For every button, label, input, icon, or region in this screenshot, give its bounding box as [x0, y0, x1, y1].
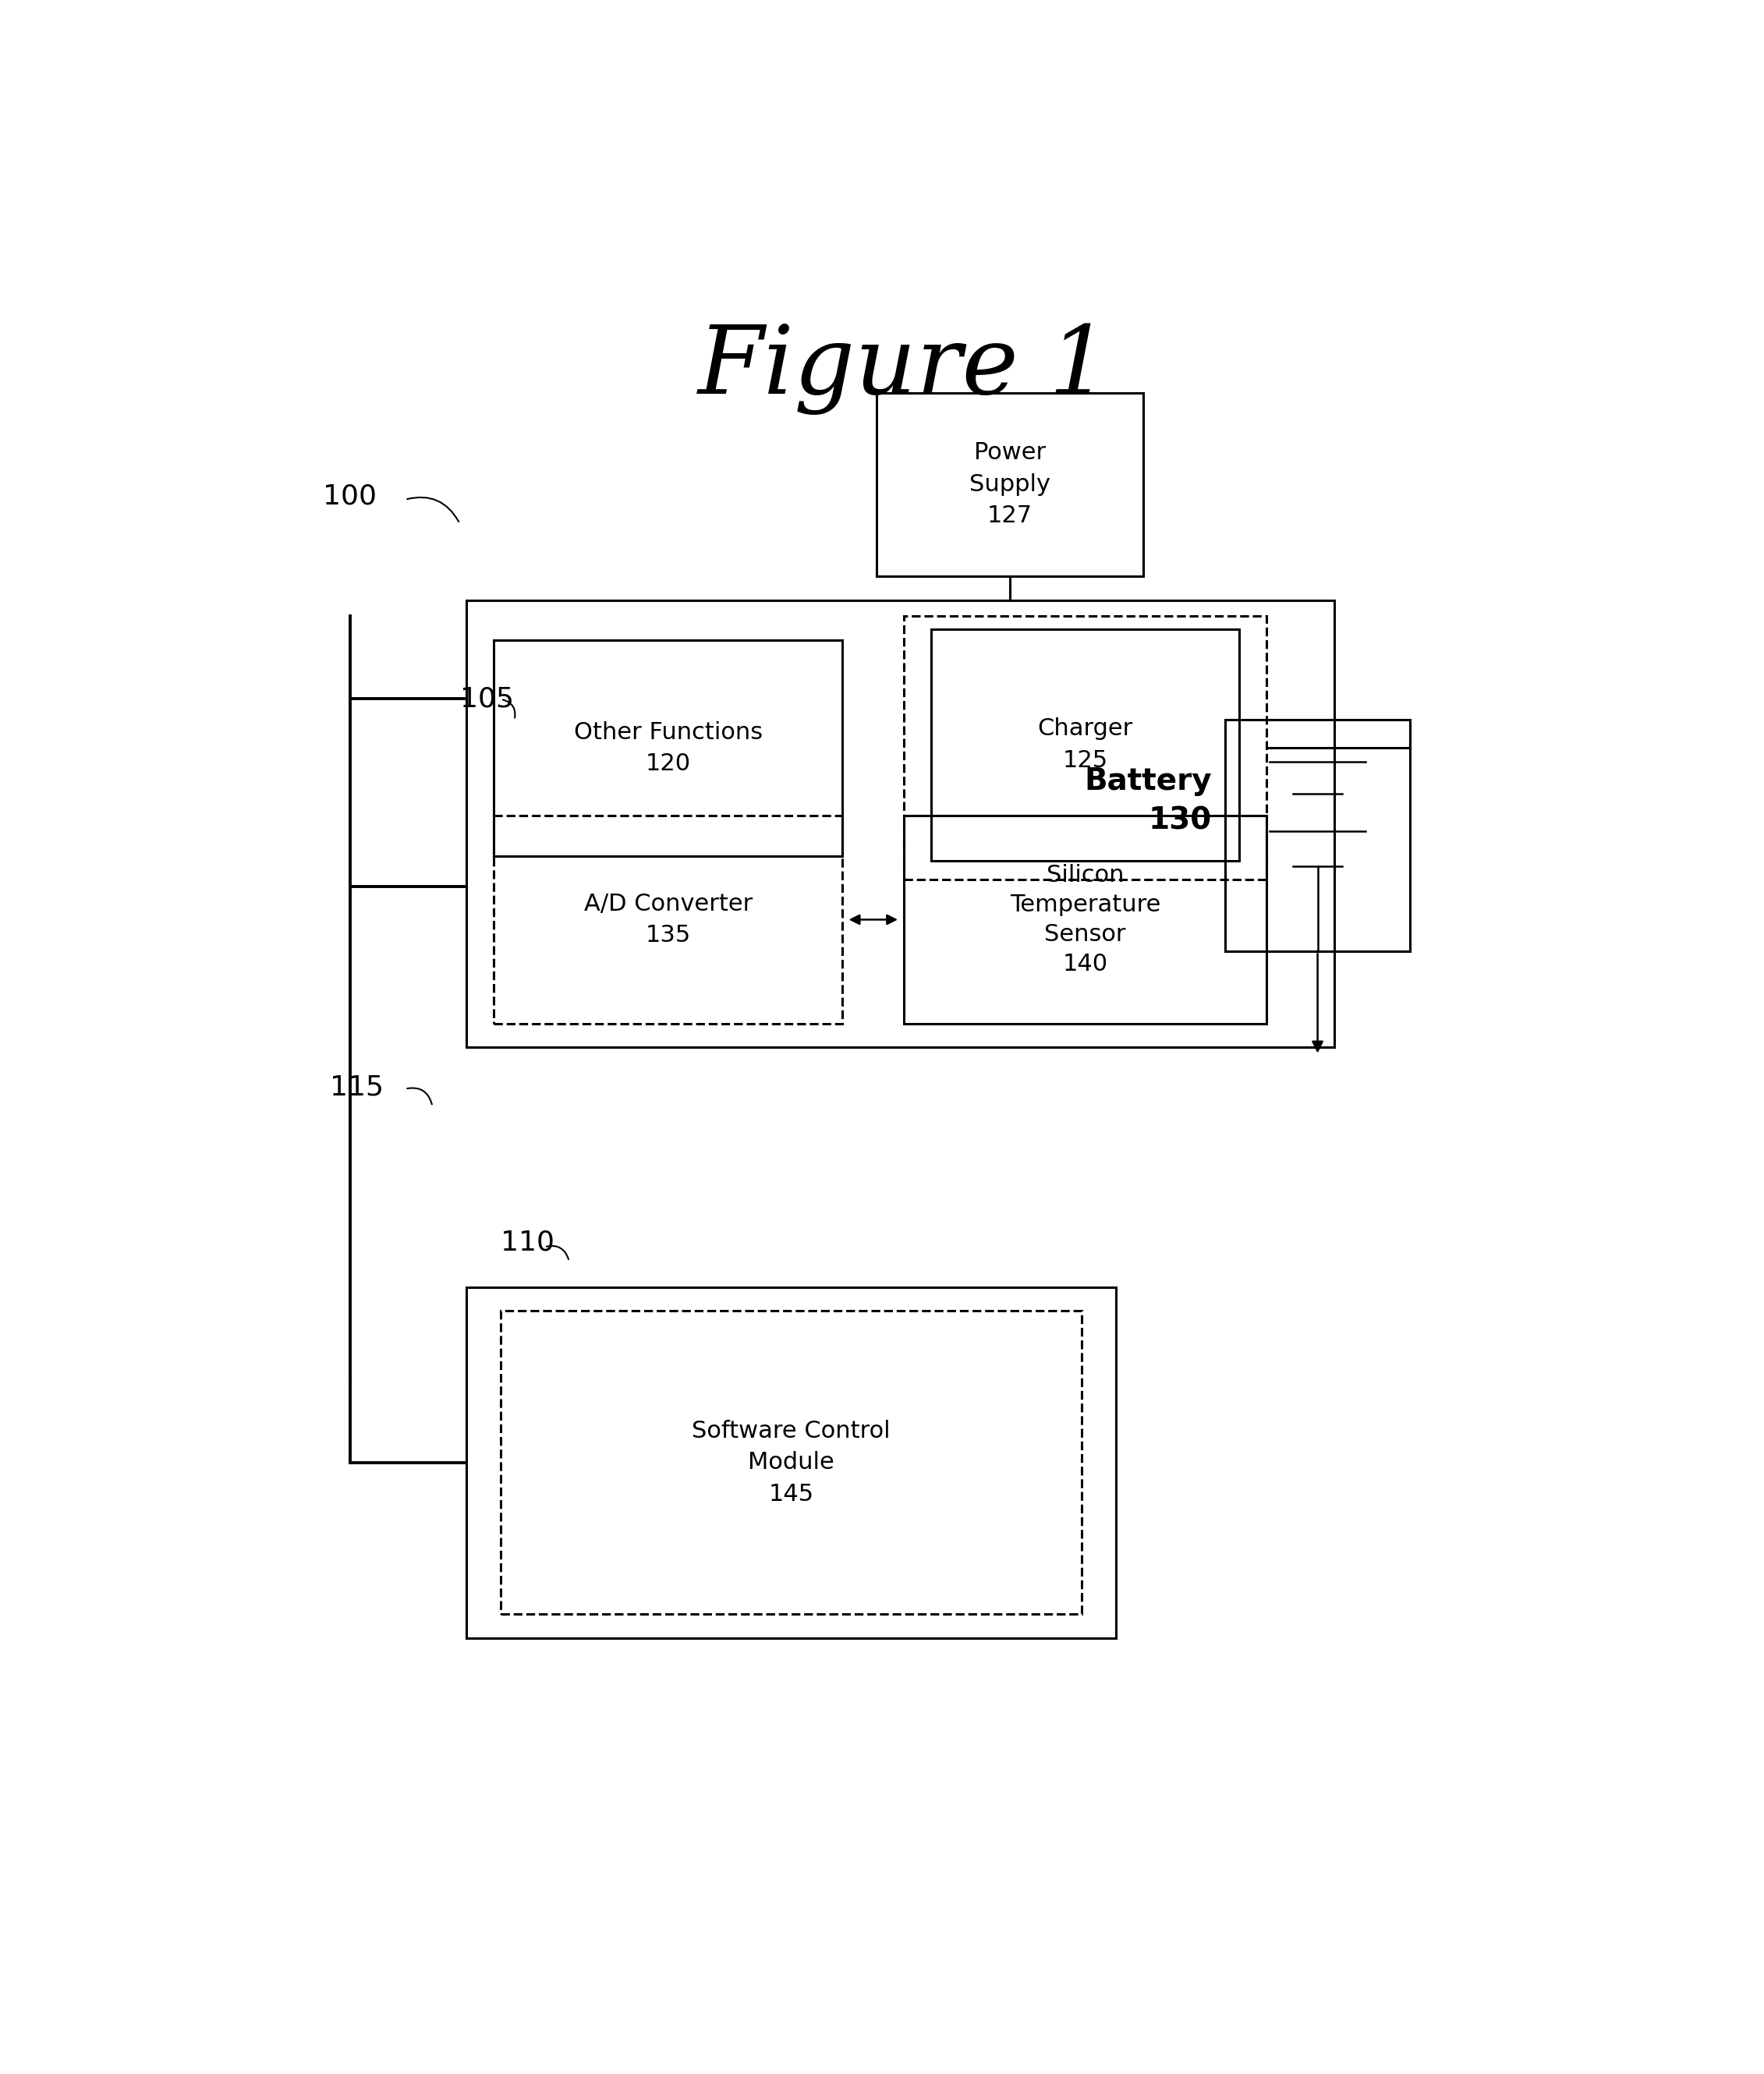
Text: Other Functions
120: Other Functions 120	[573, 722, 762, 776]
Text: Figure 1: Figure 1	[699, 324, 1110, 415]
Text: 115: 115	[330, 1074, 385, 1101]
Bar	[877, 392, 1143, 577]
Bar	[494, 815, 843, 1022]
Bar	[501, 1311, 1081, 1614]
Bar	[905, 815, 1267, 1022]
Text: Power
Supply
127: Power Supply 127	[970, 442, 1051, 527]
Text: 100: 100	[323, 483, 377, 510]
Text: 105: 105	[460, 686, 513, 713]
Text: Charger
125: Charger 125	[1037, 718, 1132, 772]
Bar	[905, 616, 1267, 879]
Bar	[931, 628, 1238, 861]
Bar	[466, 1286, 1117, 1638]
Bar	[466, 599, 1335, 1047]
Text: 110: 110	[501, 1230, 554, 1255]
Text: Software Control
Module
145: Software Control Module 145	[691, 1421, 891, 1506]
Bar	[1226, 720, 1409, 952]
Text: A/D Converter
135: A/D Converter 135	[584, 892, 753, 946]
Text: Silicon
Temperature
Sensor
140: Silicon Temperature Sensor 140	[1009, 863, 1161, 975]
Bar	[494, 641, 843, 857]
Text: Battery
130: Battery 130	[1085, 767, 1212, 836]
